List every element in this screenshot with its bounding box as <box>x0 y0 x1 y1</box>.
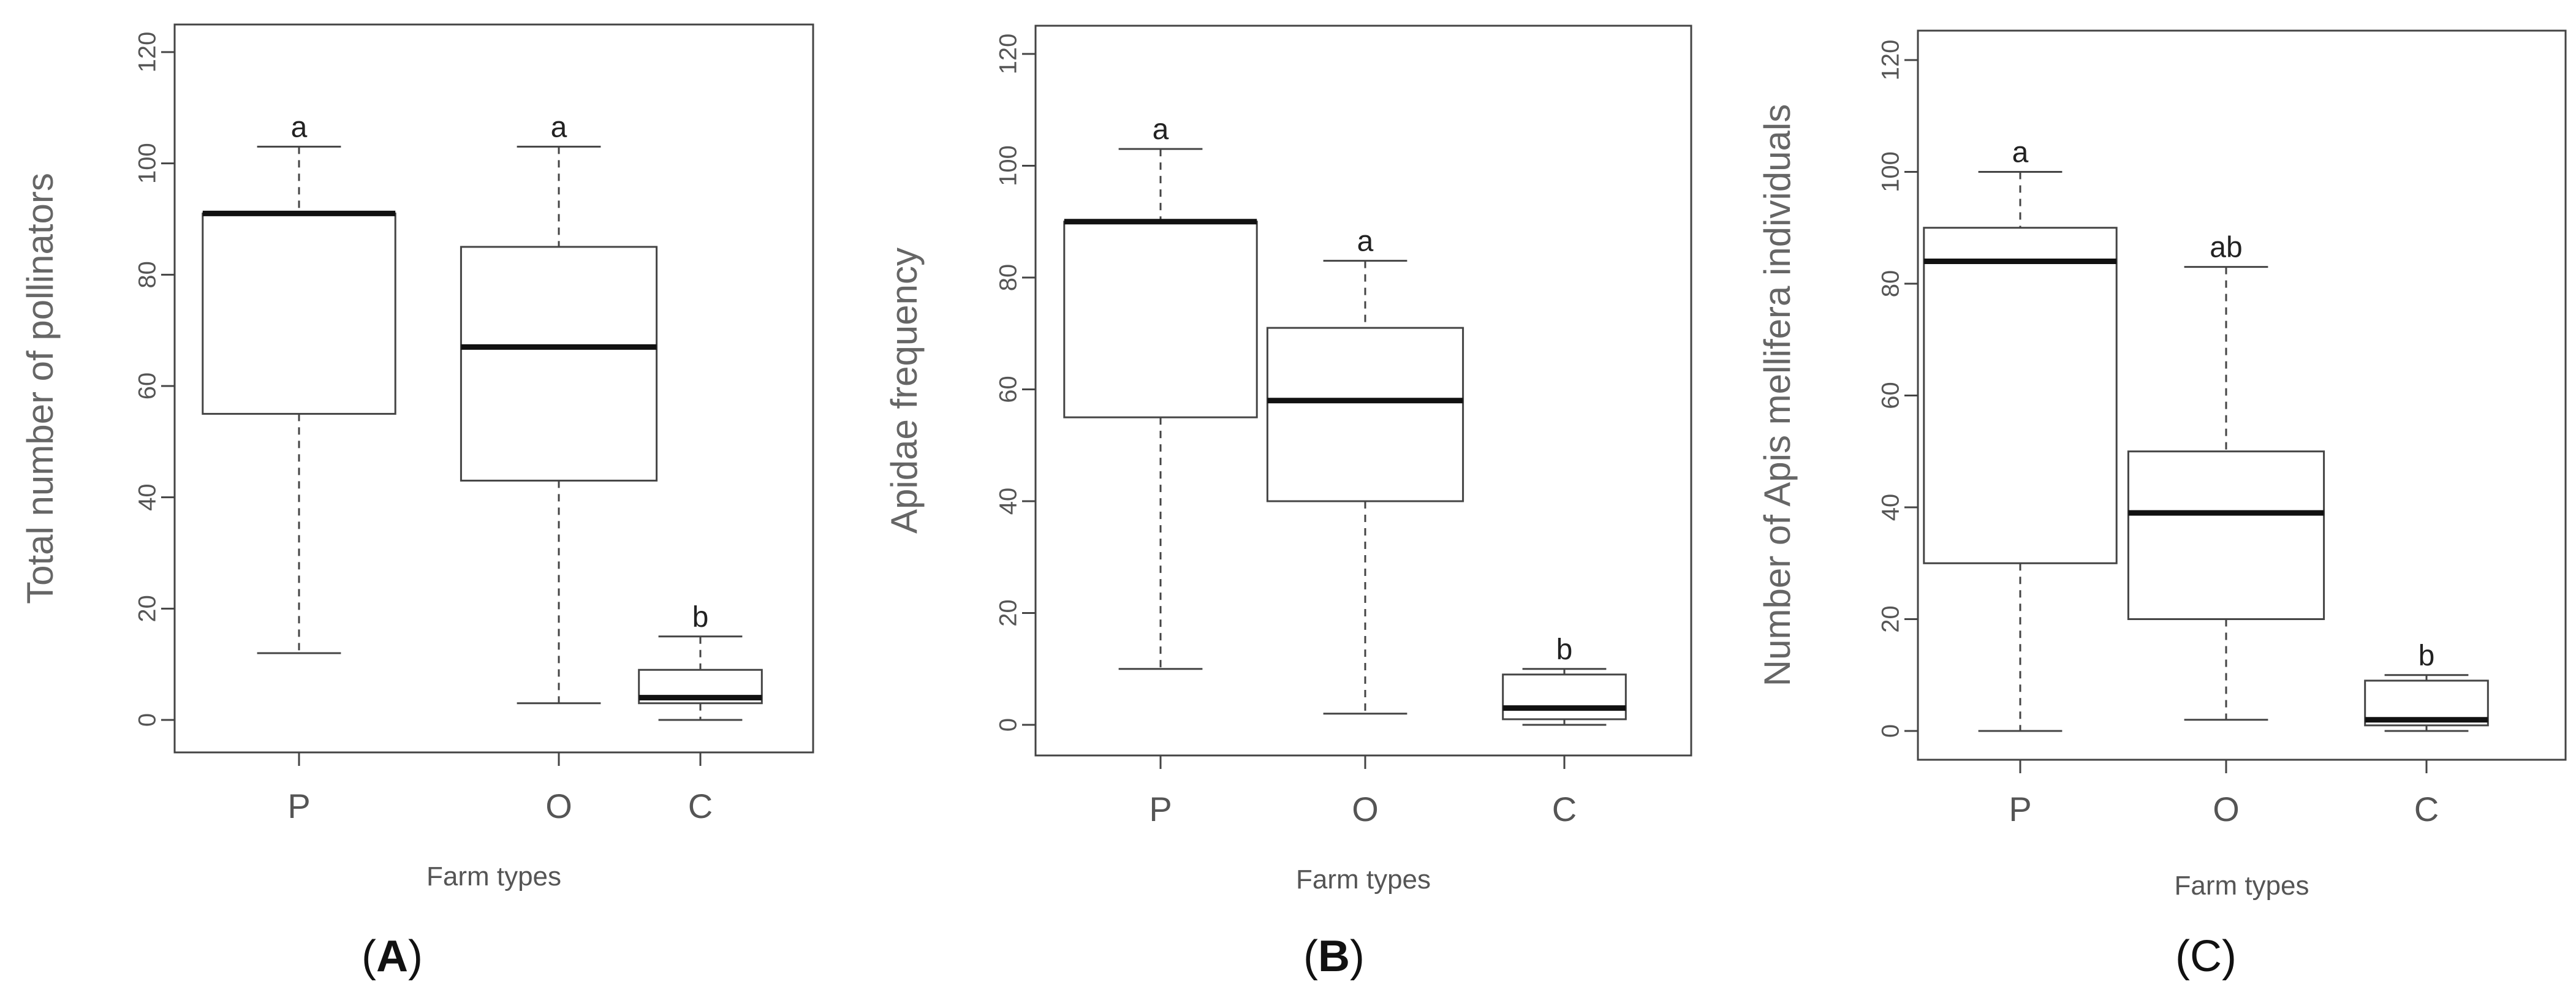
y-axis-title: Apidae frequency <box>884 248 925 534</box>
caption-open-paren: ( <box>1303 932 1318 981</box>
box-o: ab O <box>2127 232 2325 828</box>
y-tick-label: 60 <box>1877 382 1904 409</box>
significance-letter: a <box>1357 225 1374 258</box>
y-tick-label: 0 <box>1877 724 1904 738</box>
caption-letter: C <box>2190 932 2222 981</box>
panel-c: 0 20 40 60 80 100 120 Number of Apis mellifera … <box>1757 29 2567 981</box>
y-tick-label: 80 <box>995 264 1022 292</box>
y-tick-label: 20 <box>995 599 1022 627</box>
x-tick-label: C <box>1552 790 1577 828</box>
significance-letter: b <box>692 601 709 634</box>
box-c: bC <box>1502 634 1627 828</box>
caption-open-paren: ( <box>362 932 376 981</box>
y-tick-label: 0 <box>134 713 161 727</box>
box-c: bC <box>2364 640 2489 828</box>
caption-close-paren: ) <box>408 932 423 981</box>
panel-caption: (C) <box>2175 932 2237 981</box>
x-tick-label: P <box>287 787 310 825</box>
y-tick-label: 100 <box>134 143 161 184</box>
box-o: aO <box>1266 225 1464 828</box>
significance-letter: a <box>551 111 567 143</box>
panel-a: 0 20 40 60 80 100 120 Total number of pollinato… <box>20 23 814 981</box>
caption-close-paren: ) <box>1350 932 1365 981</box>
y-tick-label: 0 <box>995 718 1022 732</box>
significance-letter: ab <box>2210 232 2242 264</box>
y-tick-label: 120 <box>134 32 161 73</box>
y-axis-title: Total number of pollinators <box>20 173 61 604</box>
x-tick-label: O <box>2213 790 2240 828</box>
y-tick-label: 100 <box>1877 151 1904 192</box>
box-p: aP <box>1063 113 1258 828</box>
y-tick-label: 120 <box>995 34 1022 75</box>
x-tick-label: P <box>1149 790 1172 828</box>
significance-letter: a <box>1153 113 1169 146</box>
significance-letter: a <box>291 111 308 143</box>
significance-letter: a <box>2012 137 2029 169</box>
y-tick-label: 100 <box>995 145 1022 186</box>
caption-letter: B <box>1318 932 1350 981</box>
iqr-box <box>1063 221 1258 418</box>
significance-letter: b <box>1556 634 1573 666</box>
x-tick-label: O <box>1352 790 1379 828</box>
box-p: aP <box>202 111 396 825</box>
y-axis-title: Number of Apis mellifera individuals <box>1757 104 1798 686</box>
y-tick-label: 40 <box>995 488 1022 515</box>
caption-open-paren: ( <box>2175 932 2190 981</box>
caption-close-paren: ) <box>2222 932 2237 981</box>
x-tick-label: C <box>688 787 713 825</box>
caption-letter: A <box>376 932 408 981</box>
y-axis: 0 20 40 60 80 100 120 <box>134 32 175 727</box>
y-tick-label: 120 <box>1877 40 1904 81</box>
box-o: aO <box>460 111 658 825</box>
x-axis-title: Farm types <box>2174 871 2309 901</box>
x-tick-label: P <box>2009 790 2031 828</box>
iqr-box <box>202 212 396 415</box>
x-axis-title: Farm types <box>1296 865 1431 895</box>
x-axis-title: Farm types <box>426 861 561 891</box>
y-axis: 0 20 40 60 80 100 120 <box>1877 40 1918 738</box>
x-tick-label: O <box>545 787 572 825</box>
iqr-box <box>460 246 658 482</box>
panel-caption: (A) <box>362 932 423 981</box>
y-tick-label: 60 <box>995 376 1022 403</box>
iqr-box <box>1923 227 2118 564</box>
iqr-box <box>2127 450 2325 620</box>
x-tick-label: C <box>2414 790 2439 828</box>
plot-frame <box>1034 25 1692 757</box>
y-tick-label: 20 <box>1877 605 1904 633</box>
panel-caption: (B) <box>1303 932 1365 981</box>
plot-frame <box>173 23 814 754</box>
significance-letter: b <box>2419 640 2435 672</box>
y-tick-label: 40 <box>1877 494 1904 521</box>
y-tick-label: 80 <box>134 261 161 289</box>
y-tick-label: 20 <box>134 595 161 623</box>
iqr-box <box>1266 327 1464 502</box>
y-tick-label: 80 <box>1877 270 1904 298</box>
box-p: aP <box>1923 137 2118 828</box>
y-tick-label: 40 <box>134 483 161 511</box>
y-tick-label: 60 <box>134 373 161 400</box>
box-c: bC <box>638 601 763 825</box>
iqr-box <box>1502 673 1627 721</box>
y-axis: 0 20 40 60 80 100 120 <box>995 34 1036 732</box>
